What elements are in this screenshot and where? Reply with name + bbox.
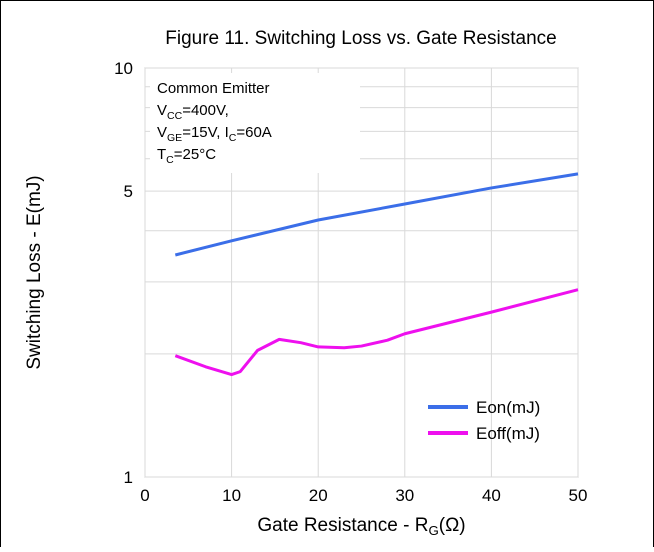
chart-title: Figure 11. Switching Loss vs. Gate Resis… — [165, 28, 556, 49]
y-tick-label: 5 — [124, 182, 133, 201]
series-line — [174, 172, 579, 257]
annotation: TC=25°C — [157, 146, 216, 166]
text-run: (Ω) — [439, 515, 466, 536]
x-tick-label: 40 — [482, 486, 501, 505]
text-run: =400V, — [182, 102, 229, 119]
x-tick-label: 50 — [569, 486, 588, 505]
text-run: V — [157, 102, 167, 119]
text-run: =25°C — [174, 146, 216, 163]
subscript: GE — [167, 132, 182, 144]
subscript: C — [166, 154, 174, 166]
x-tick-label: 30 — [395, 486, 414, 505]
legend-label: Eon(mJ) — [476, 398, 540, 417]
annotation: Common Emitter — [157, 80, 270, 97]
y-axis-label: Switching Loss - E(mJ) — [24, 175, 45, 369]
y-tick-label: 1 — [124, 468, 133, 487]
text-run: Common Emitter — [157, 80, 270, 97]
x-tick-label: 10 — [222, 486, 241, 505]
y-tick-label: 10 — [114, 59, 133, 78]
annotation: VGE=15V, IC=60A — [157, 124, 272, 144]
x-axis-label: Gate Resistance - RG(Ω) — [257, 515, 465, 538]
text-run: V — [157, 124, 167, 141]
subscript: C — [229, 132, 237, 144]
subscript: G — [428, 523, 438, 538]
series-line — [174, 288, 579, 377]
x-tick-label: 0 — [140, 486, 149, 505]
text-run: T — [157, 146, 166, 163]
legend-label: Eoff(mJ) — [476, 424, 540, 443]
annotation: VCC=400V, — [157, 102, 229, 122]
text-run: Gate Resistance - R — [257, 515, 428, 536]
text-run: =15V, I — [182, 124, 229, 141]
annotation-box — [150, 73, 360, 173]
x-tick-label: 20 — [309, 486, 328, 505]
text-run: =60A — [236, 124, 271, 141]
subscript: CC — [167, 110, 183, 122]
